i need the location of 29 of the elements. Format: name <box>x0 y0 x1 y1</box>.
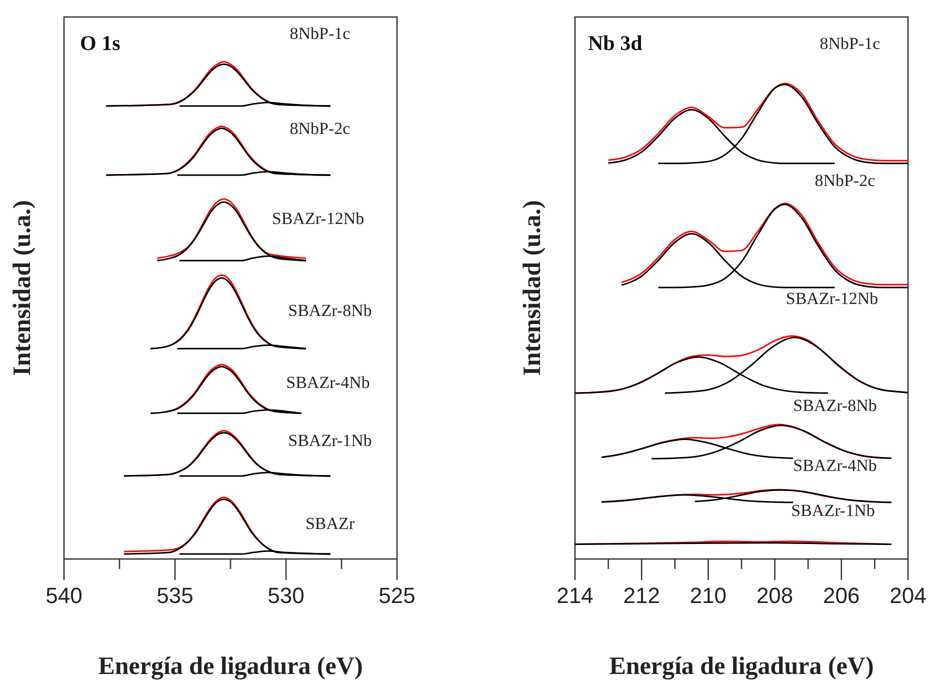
annotation: SBAZr-8Nb <box>288 300 372 320</box>
x-tick-label: 530 <box>268 583 304 608</box>
annotation: SBAZr-8Nb <box>793 396 877 415</box>
text: O 1s <box>80 31 120 55</box>
x-axis-title: Energía de ligadura (eV) <box>98 653 363 680</box>
x-tick-label: 204 <box>890 583 926 608</box>
y-axis-title: Intensidad (u.a.) <box>9 200 36 376</box>
x-tick-label: 212 <box>623 583 660 608</box>
x-tick-label: 208 <box>756 583 794 608</box>
annotation: SBAZr-12Nb <box>272 208 364 228</box>
x-axis-title: Energía de ligadura (eV) <box>609 653 874 680</box>
annotation: SBAZr-4Nb <box>793 456 877 475</box>
text: Nb 3d <box>588 31 643 55</box>
x-tick-label: 535 <box>156 583 194 608</box>
text: 8NbP-1c <box>820 34 881 53</box>
annotation: SBAZr-1Nb <box>791 500 875 520</box>
x-tick-label: 214 <box>556 583 594 608</box>
annotation: SBAZr <box>305 514 355 533</box>
x-tick-label: 206 <box>823 583 860 608</box>
x-tick-label: 525 <box>378 583 416 608</box>
annotation: 8NbP-2c <box>290 118 351 138</box>
annotation: SBAZr-1Nb <box>288 430 372 450</box>
y-axis-title: Intensidad (u.a.) <box>519 200 546 376</box>
x-tick-label: 210 <box>690 583 727 608</box>
annotation: 8NbP-2c <box>814 170 876 190</box>
x-tick-label: 540 <box>46 583 82 608</box>
text: 8NbP-1c <box>290 24 351 43</box>
annotation: SBAZr-4Nb <box>286 372 370 392</box>
annotation: SBAZr-12Nb <box>786 288 878 308</box>
